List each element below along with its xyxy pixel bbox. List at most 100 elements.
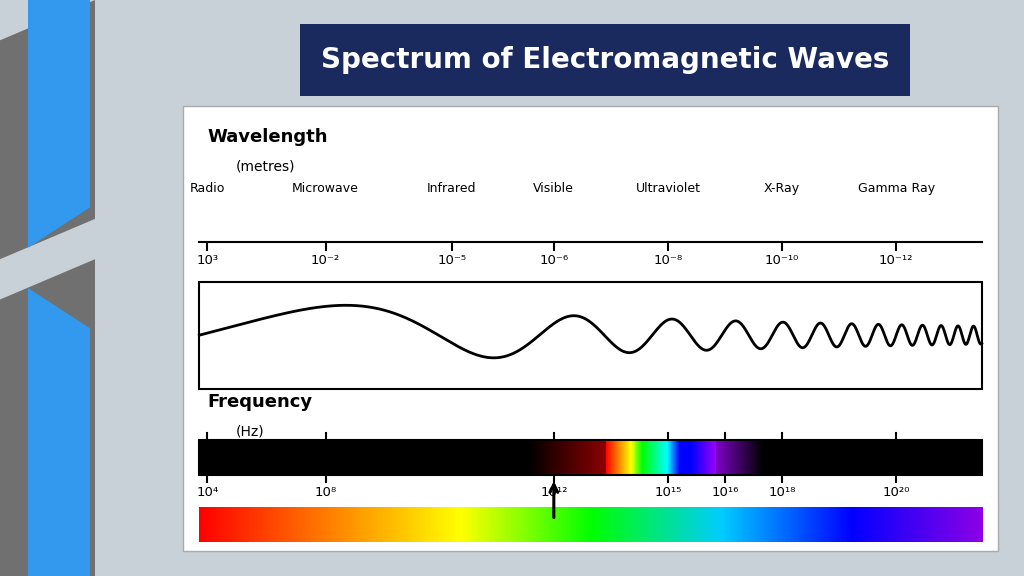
Bar: [459, 439, 460, 475]
Bar: [498, 506, 500, 542]
Bar: [901, 439, 903, 475]
Bar: [726, 439, 728, 475]
Bar: [445, 439, 447, 475]
Bar: [220, 439, 221, 475]
Bar: [348, 506, 350, 542]
Bar: [703, 439, 706, 475]
Bar: [821, 506, 823, 542]
Bar: [336, 506, 339, 542]
Bar: [829, 439, 830, 475]
Bar: [500, 506, 502, 542]
Bar: [813, 506, 816, 542]
Bar: [228, 506, 230, 542]
Bar: [615, 439, 616, 475]
Bar: [290, 439, 292, 475]
Bar: [527, 439, 528, 475]
Bar: [476, 506, 478, 542]
Bar: [605, 506, 607, 542]
Bar: [749, 506, 751, 542]
Bar: [333, 506, 335, 542]
Bar: [594, 506, 597, 542]
Bar: [698, 439, 699, 475]
Bar: [890, 439, 891, 475]
Bar: [788, 439, 790, 475]
Bar: [507, 439, 509, 475]
Bar: [744, 506, 746, 542]
Bar: [844, 439, 845, 475]
Bar: [258, 439, 259, 475]
Bar: [872, 439, 873, 475]
Bar: [904, 439, 906, 475]
Bar: [391, 506, 393, 542]
Bar: [548, 506, 550, 542]
Bar: [237, 439, 238, 475]
Text: 10¹⁶: 10¹⁶: [712, 486, 738, 499]
Bar: [362, 506, 365, 542]
Bar: [913, 506, 916, 542]
Bar: [821, 439, 823, 475]
Bar: [977, 439, 978, 475]
Bar: [309, 506, 311, 542]
Bar: [597, 439, 599, 475]
Bar: [243, 506, 245, 542]
Bar: [882, 439, 884, 475]
Bar: [930, 506, 932, 542]
Bar: [415, 506, 417, 542]
Bar: [906, 439, 908, 475]
Bar: [730, 439, 732, 475]
Bar: [558, 506, 560, 542]
Bar: [627, 506, 630, 542]
Bar: [841, 439, 843, 475]
Bar: [350, 439, 351, 475]
Bar: [969, 439, 971, 475]
Bar: [300, 24, 910, 96]
Bar: [835, 439, 837, 475]
Bar: [761, 506, 764, 542]
Bar: [593, 506, 595, 542]
Bar: [319, 506, 322, 542]
Bar: [227, 439, 229, 475]
Bar: [304, 506, 306, 542]
Bar: [877, 439, 879, 475]
Bar: [714, 439, 715, 475]
Bar: [672, 506, 674, 542]
Bar: [569, 439, 570, 475]
Bar: [223, 439, 224, 475]
Bar: [567, 506, 569, 542]
Bar: [404, 439, 407, 475]
Bar: [583, 506, 585, 542]
Bar: [928, 439, 930, 475]
Bar: [846, 439, 847, 475]
Bar: [856, 439, 858, 475]
Bar: [249, 506, 251, 542]
Bar: [913, 439, 914, 475]
Bar: [318, 439, 321, 475]
Bar: [541, 439, 542, 475]
Bar: [567, 439, 568, 475]
Bar: [224, 439, 226, 475]
Bar: [921, 439, 923, 475]
Bar: [971, 439, 973, 475]
Bar: [447, 439, 450, 475]
Bar: [452, 439, 453, 475]
Bar: [673, 439, 674, 475]
Bar: [923, 506, 926, 542]
Bar: [302, 506, 304, 542]
Bar: [312, 506, 315, 542]
Bar: [708, 439, 710, 475]
Bar: [488, 439, 490, 475]
Bar: [343, 439, 344, 475]
Bar: [323, 439, 324, 475]
Bar: [932, 439, 933, 475]
Bar: [512, 439, 514, 475]
Bar: [798, 439, 800, 475]
Bar: [614, 439, 615, 475]
Bar: [398, 439, 399, 475]
Bar: [850, 439, 851, 475]
Bar: [659, 439, 662, 475]
Bar: [562, 506, 564, 542]
Bar: [879, 506, 881, 542]
Bar: [639, 506, 641, 542]
Bar: [488, 506, 492, 542]
Bar: [920, 439, 921, 475]
